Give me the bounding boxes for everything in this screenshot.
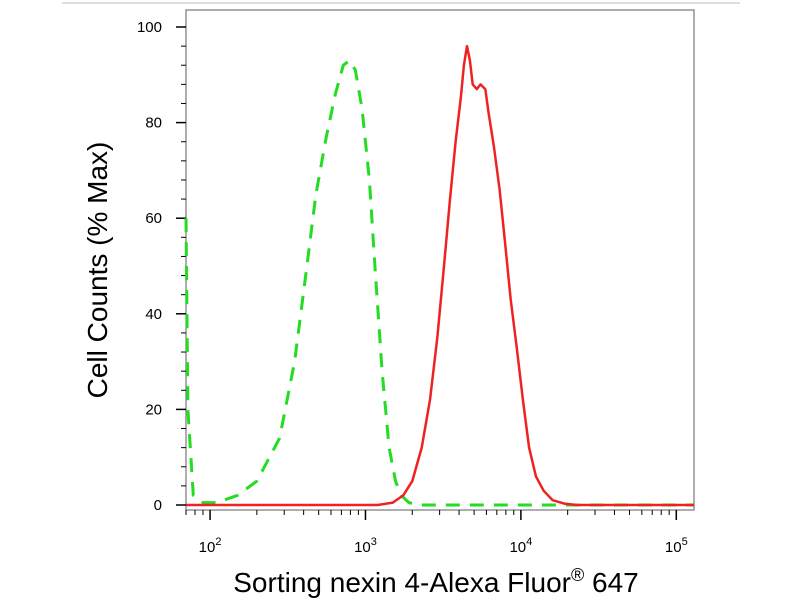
dashed-histogram-series [184, 59, 694, 507]
x-tick-label: 103 [354, 536, 377, 556]
y-tick-label: 0 [154, 497, 162, 514]
y-tick-label: 80 [145, 115, 162, 132]
y-tick-label: 20 [145, 401, 162, 418]
y-axis-title: Cell Counts (% Max) [82, 142, 113, 399]
solid-histogram-series [186, 44, 694, 507]
y-tick-label: 100 [137, 19, 162, 36]
plot-frame [185, 9, 695, 511]
x-axis: 102 103 104 105 [185, 510, 688, 556]
x-axis-title: Sorting nexin 4-Alexa Fluor® 647 [233, 565, 639, 598]
x-tick-label: 102 [199, 536, 222, 556]
y-tick-label: 60 [145, 210, 162, 227]
x-axis-title-tail: 647 [584, 567, 639, 598]
y-axis: 0 20 40 60 80 100 [137, 19, 186, 514]
series-layer [184, 44, 694, 507]
x-axis-title-registered-mark: ® [571, 565, 584, 585]
y-tick-label: 40 [145, 306, 162, 323]
x-tick-label: 105 [665, 536, 688, 556]
x-axis-title-main: Sorting nexin 4-Alexa Fluor [233, 567, 571, 598]
x-tick-label: 104 [509, 536, 532, 556]
